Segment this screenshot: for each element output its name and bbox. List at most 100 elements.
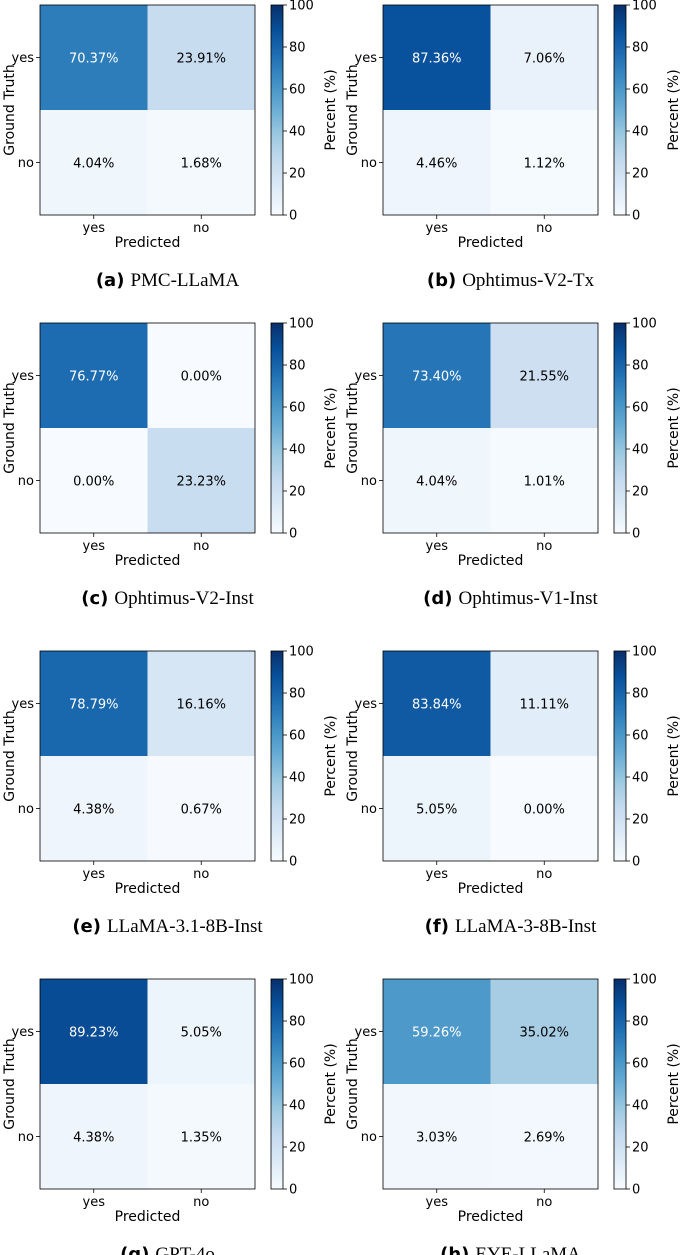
- colorbar-tick-label: 0: [632, 209, 640, 224]
- cell-value-label: 1.01%: [524, 475, 565, 490]
- cell-value-label: 0.00%: [524, 803, 565, 818]
- y-tick-label: yes: [12, 1025, 35, 1040]
- caption-model-name: Ophtimus-V1-Inst: [459, 588, 599, 609]
- colorbar-tick-label: 40: [289, 1099, 306, 1114]
- colorbar-tick-label: 40: [289, 771, 306, 786]
- colorbar-tick-label: 100: [289, 317, 314, 332]
- colorbar-label: Percent (%): [666, 69, 682, 150]
- colorbar-label: Percent (%): [323, 715, 339, 796]
- caption-model-name: EYE-LLaMA: [475, 1244, 581, 1255]
- x-tick-label: yes: [83, 221, 106, 236]
- caption-letter: (f): [425, 916, 449, 937]
- subfigure-caption: (d) Ophtimus-V1-Inst: [423, 588, 598, 609]
- x-tick-label: yes: [83, 867, 106, 882]
- heatmap-cell: [383, 5, 491, 110]
- plot-frame: [382, 650, 599, 862]
- y-tick-label: no: [18, 802, 34, 817]
- y-tick-label: yes: [12, 51, 35, 66]
- cell-value-label: 3.03%: [416, 1131, 457, 1146]
- subfigure-caption: (e) LLaMA-3.1-8B-Inst: [72, 916, 263, 937]
- colorbar-tick-label: 60: [632, 1057, 649, 1072]
- x-axis-label: Predicted: [458, 553, 524, 569]
- heatmap-cell: [383, 756, 491, 861]
- colorbar-tick-label: 60: [289, 1057, 306, 1072]
- colorbar: [613, 650, 627, 862]
- plot-frame: [39, 4, 256, 216]
- colorbar-tick-label: 0: [289, 209, 297, 224]
- colorbar-tick-label: 80: [289, 1015, 306, 1030]
- heatmap-cell: [147, 979, 255, 1084]
- colorbar-tick-label: 40: [632, 771, 649, 786]
- y-tick-label: yes: [355, 1025, 378, 1040]
- colorbar-tick-label: 60: [632, 729, 649, 744]
- colorbar: [270, 650, 284, 862]
- subfigure-caption: (a) PMC-LLaMA: [96, 270, 240, 291]
- colorbar-tick-label: 60: [289, 83, 306, 98]
- colorbar-tick-label: 20: [632, 813, 649, 828]
- colorbar-tick-label: 60: [289, 401, 306, 416]
- subfigure-caption: (g) GPT-4o: [120, 1244, 215, 1255]
- x-axis-label: Predicted: [115, 881, 181, 897]
- confusion-matrix-d: 73.40% 21.55% 4.04% 1.01% yes no yes no Predicte…: [345, 317, 682, 610]
- x-tick-label: no: [193, 867, 209, 882]
- colorbar-tick-label: 80: [632, 359, 649, 374]
- confusion-matrix-b: 87.36% 7.06% 4.46% 1.12% yes no yes no Predicted…: [345, 0, 682, 291]
- subfigure-caption: (f) LLaMA-3-8B-Inst: [425, 916, 597, 937]
- cell-value-label: 4.04%: [73, 157, 114, 172]
- colorbar-tick-label: 80: [289, 359, 306, 374]
- caption-model-name: GPT-4o: [155, 1244, 214, 1255]
- heatmap-cell: [40, 756, 148, 861]
- confusion-matrix-a: 70.37% 23.91% 4.04% 1.68% yes no yes no Predicte…: [2, 0, 339, 291]
- x-tick-label: yes: [426, 1195, 449, 1210]
- colorbar-tick-label: 0: [289, 855, 297, 870]
- x-tick-label: yes: [426, 221, 449, 236]
- plot-frame: [39, 322, 256, 534]
- heatmap-cell: [147, 756, 255, 861]
- colorbar-tick-label: 100: [289, 0, 314, 14]
- caption-model-name: LLaMA-3-8B-Inst: [455, 916, 597, 937]
- confusion-matrix-e: 78.79% 16.16% 4.38% 0.67% yes no yes no Predicte…: [2, 645, 339, 938]
- heatmap-cell: [490, 651, 598, 756]
- cell-value-label: 5.05%: [416, 803, 457, 818]
- colorbar: [613, 978, 627, 1190]
- colorbar-label: Percent (%): [323, 1043, 339, 1124]
- subfigure-caption: (h) EYE-LLaMA: [440, 1244, 581, 1255]
- colorbar-tick-label: 20: [632, 167, 649, 182]
- y-axis-label: Ground Truth: [2, 710, 18, 801]
- cell-value-label: 1.68%: [181, 157, 222, 172]
- heatmap-cell: [147, 323, 255, 428]
- colorbar-tick-label: 80: [632, 687, 649, 702]
- colorbar-tick-label: 0: [632, 855, 640, 870]
- heatmap-cell: [40, 5, 148, 110]
- heatmap-cell: [490, 110, 598, 215]
- plot-frame: [382, 4, 599, 216]
- colorbar-label: Percent (%): [323, 387, 339, 468]
- colorbar-label: Percent (%): [666, 387, 682, 468]
- confusion-matrix-h: 59.26% 35.02% 3.03% 2.69% yes no yes no Predicte…: [345, 973, 682, 1255]
- x-tick-label: no: [193, 1195, 209, 1210]
- cell-value-label: 4.38%: [73, 803, 114, 818]
- plot-frame: [382, 978, 599, 1190]
- caption-letter: (b): [427, 270, 456, 291]
- confusion-matrix-g: 89.23% 5.05% 4.38% 1.35% yes no yes no Predicted…: [2, 973, 339, 1255]
- colorbar-tick-label: 100: [632, 317, 657, 332]
- colorbar-tick-label: 20: [289, 813, 306, 828]
- colorbar-tick-label: 100: [289, 645, 314, 660]
- heatmap-cell: [383, 110, 491, 215]
- x-tick-label: yes: [83, 539, 106, 554]
- subfigure-caption: (c) Ophtimus-V2-Inst: [81, 588, 254, 609]
- colorbar-tick-label: 60: [632, 401, 649, 416]
- colorbar-tick-label: 0: [632, 527, 640, 542]
- heatmap-cell: [147, 428, 255, 533]
- cell-value-label: 1.12%: [524, 157, 565, 172]
- heatmap-cell: [490, 1084, 598, 1189]
- x-tick-label: no: [536, 1195, 552, 1210]
- x-tick-label: no: [536, 221, 552, 236]
- y-tick-label: yes: [12, 697, 35, 712]
- heatmap-cell: [490, 428, 598, 533]
- y-tick-label: no: [361, 156, 377, 171]
- heatmap-cell: [40, 979, 148, 1084]
- cell-value-label: 70.37%: [69, 52, 119, 67]
- y-tick-label: no: [18, 156, 34, 171]
